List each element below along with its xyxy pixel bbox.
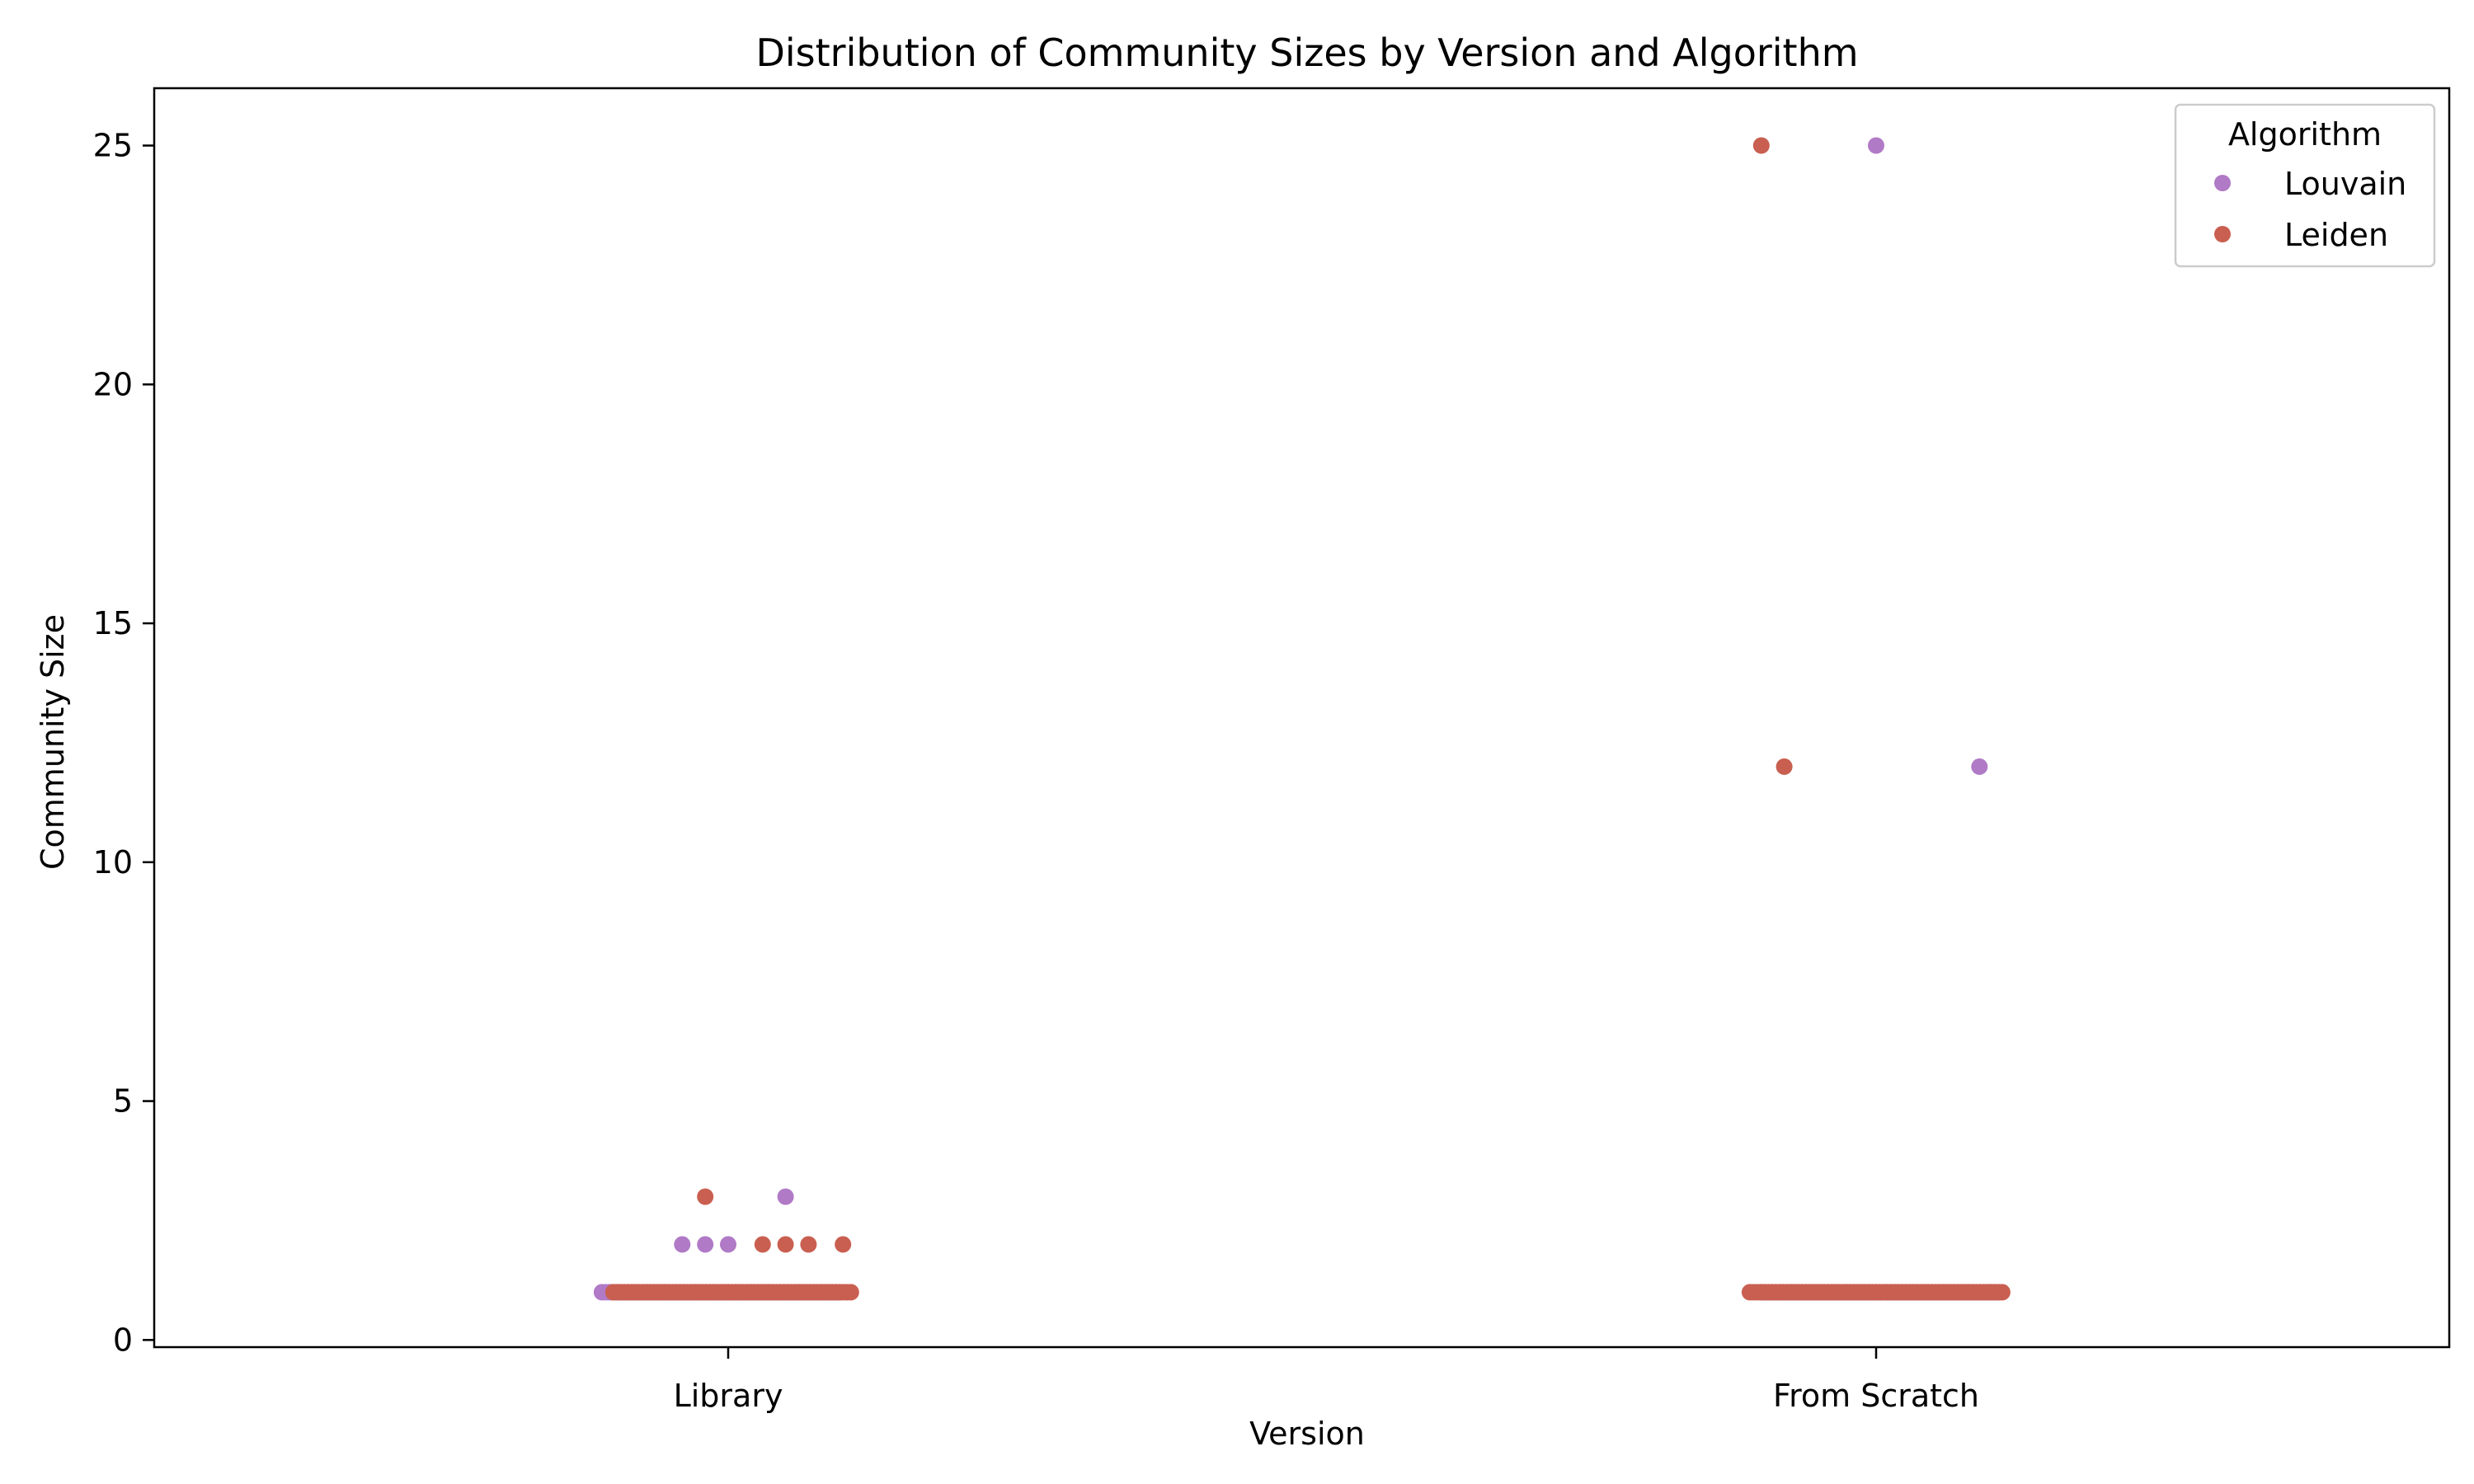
y-tick-label: 15 [93,605,133,641]
x-axis-label: Version [1249,1416,1365,1452]
point-leiden [777,1236,794,1253]
plot-frame [153,87,2451,1349]
point-leiden [835,1236,852,1253]
point-leiden [754,1236,771,1253]
y-axis: 0 5 10 15 20 25 [93,128,154,1358]
chart-title: Distribution of Community Sizes by Versi… [755,31,1858,75]
y-tick-label: 5 [113,1083,133,1120]
legend: Algorithm Louvain Leiden [2174,103,2436,268]
points-layer [593,137,2011,1301]
y-axis-label: Community Size [35,614,71,870]
y-tick-label: 20 [93,366,133,402]
point-louvain [1971,758,1988,775]
point-louvain [720,1236,736,1253]
y-tick-label: 0 [113,1322,133,1358]
legend-label-louvain: Louvain [2284,166,2406,202]
x-axis: Library From Scratch [674,1347,1979,1414]
point-leiden [1993,1284,2011,1301]
y-tick-label: 10 [93,844,133,881]
point-leiden [842,1284,859,1301]
legend-title: Algorithm [2228,116,2382,153]
point-louvain [674,1236,691,1253]
legend-box [2174,103,2436,268]
point-louvain [1868,137,1884,154]
point-leiden [1752,137,1770,154]
x-tick-label: From Scratch [1773,1378,1979,1414]
point-leiden [800,1236,817,1253]
point-louvain [777,1188,794,1205]
point-leiden [697,1188,714,1205]
y-tick-label: 25 [93,128,133,164]
x-tick-label: Library [674,1378,783,1414]
point-louvain [697,1236,714,1253]
legend-label-leiden: Leiden [2284,217,2388,253]
point-leiden [1776,758,1793,775]
legend-marker-louvain [2214,175,2231,191]
legend-marker-leiden [2214,226,2231,242]
